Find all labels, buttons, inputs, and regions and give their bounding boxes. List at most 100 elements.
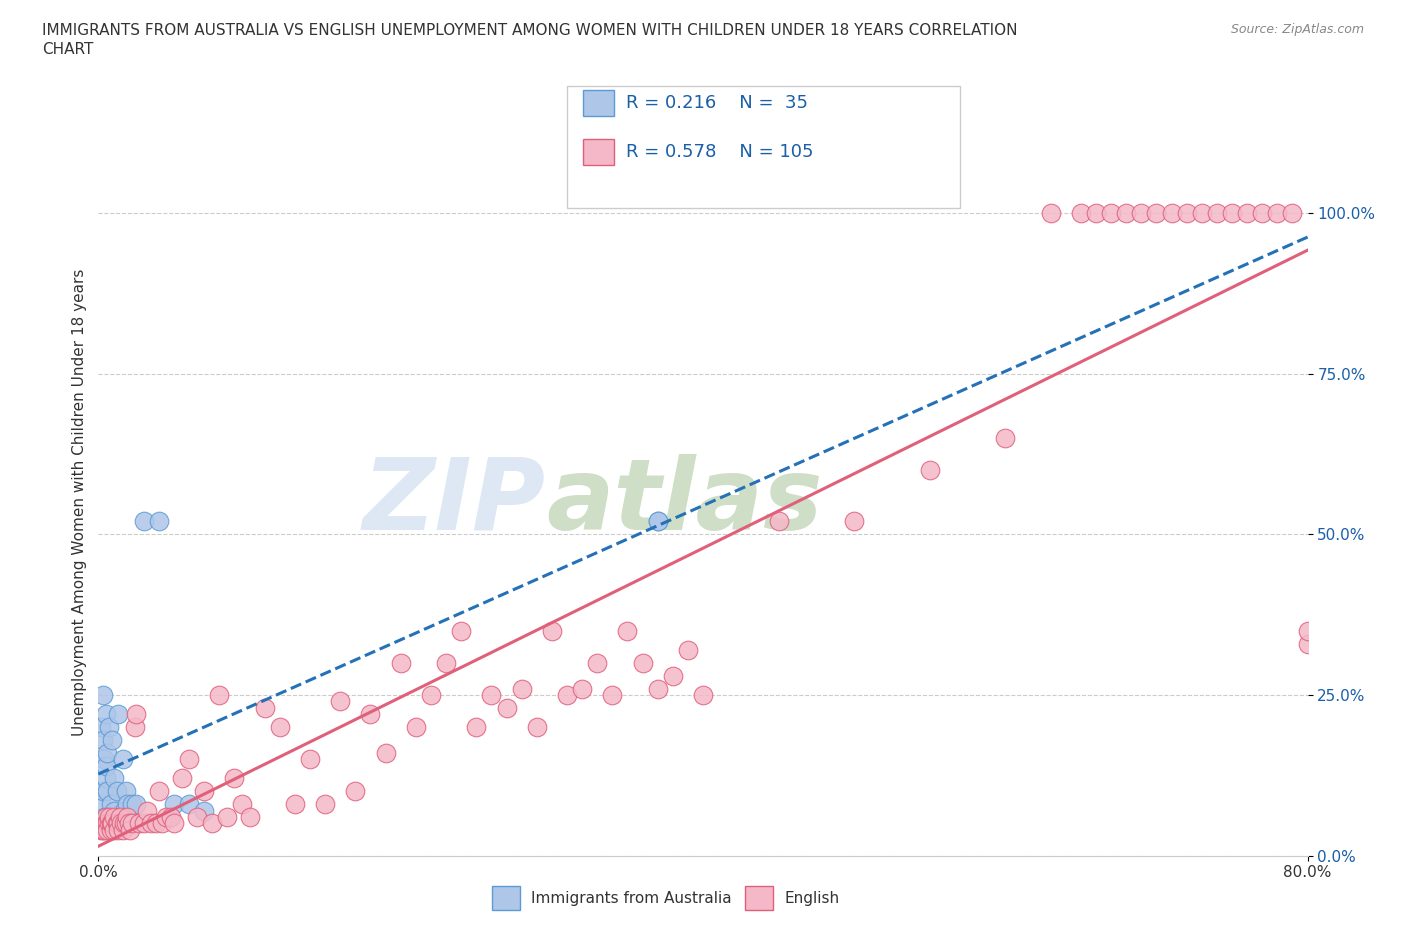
Point xyxy=(647,681,669,696)
Text: IMMIGRANTS FROM AUSTRALIA VS ENGLISH UNEMPLOYMENT AMONG WOMEN WITH CHILDREN UNDE: IMMIGRANTS FROM AUSTRALIA VS ENGLISH UNE… xyxy=(42,23,1018,38)
Point xyxy=(89,816,111,830)
Point xyxy=(145,816,167,830)
Point xyxy=(96,784,118,799)
Point xyxy=(108,810,131,825)
Point xyxy=(125,797,148,812)
Point xyxy=(1099,206,1122,220)
Point xyxy=(101,733,124,748)
Point xyxy=(510,681,533,696)
Point xyxy=(91,816,114,830)
Point xyxy=(160,810,183,825)
Point xyxy=(150,816,173,830)
Point xyxy=(844,514,866,529)
Point xyxy=(269,720,291,735)
Point xyxy=(93,810,115,825)
Point xyxy=(1191,206,1213,220)
Point xyxy=(540,623,562,638)
Point xyxy=(1236,206,1258,220)
Point xyxy=(94,810,117,825)
Point xyxy=(103,810,125,825)
Point xyxy=(94,707,117,722)
Point xyxy=(1130,206,1153,220)
Point xyxy=(96,816,118,830)
Point xyxy=(93,816,115,830)
Point xyxy=(208,687,231,702)
Point xyxy=(495,700,517,715)
Point xyxy=(91,822,114,837)
Point xyxy=(107,816,129,830)
Point xyxy=(434,656,457,671)
Point xyxy=(89,816,111,830)
Point xyxy=(103,804,125,818)
Point xyxy=(96,822,118,837)
Point xyxy=(121,816,143,830)
Point xyxy=(329,694,352,709)
Point xyxy=(98,816,121,830)
Y-axis label: Unemployment Among Women with Children Under 18 years: Unemployment Among Women with Children U… xyxy=(72,269,87,736)
Point xyxy=(1070,206,1092,220)
Point xyxy=(114,784,136,799)
Text: English: English xyxy=(785,891,839,906)
Text: R = 0.578    N = 105: R = 0.578 N = 105 xyxy=(626,142,813,161)
Point xyxy=(1160,206,1182,220)
Point xyxy=(121,797,143,812)
Point xyxy=(101,816,124,830)
Point xyxy=(1267,206,1289,220)
Point xyxy=(90,720,112,735)
Point xyxy=(239,810,262,825)
Point xyxy=(647,514,669,529)
Point xyxy=(170,771,193,786)
Point xyxy=(768,514,790,529)
Point xyxy=(1281,206,1303,220)
Point xyxy=(107,822,129,837)
Point xyxy=(135,804,157,818)
Point xyxy=(420,687,443,702)
Point xyxy=(1175,206,1198,220)
Point xyxy=(465,720,488,735)
Point xyxy=(193,804,215,818)
Text: CHART: CHART xyxy=(42,42,94,57)
Point xyxy=(481,687,503,702)
Point xyxy=(125,707,148,722)
Point xyxy=(586,656,609,671)
Point xyxy=(231,797,253,812)
Point xyxy=(1144,206,1167,220)
Point xyxy=(91,687,114,702)
Point xyxy=(224,771,246,786)
Point xyxy=(1296,623,1319,638)
Point xyxy=(450,623,472,638)
Point xyxy=(186,810,208,825)
Point xyxy=(692,687,714,702)
Point xyxy=(155,810,177,825)
Point xyxy=(98,810,121,825)
Point xyxy=(163,816,186,830)
Point xyxy=(115,797,138,812)
Point xyxy=(405,720,427,735)
Point xyxy=(360,707,382,722)
Point xyxy=(1085,206,1108,220)
Point xyxy=(374,745,396,760)
Point xyxy=(661,669,683,684)
Point xyxy=(676,643,699,658)
Point xyxy=(299,751,322,766)
Point xyxy=(90,816,112,830)
Point xyxy=(132,514,155,529)
Point xyxy=(100,822,122,837)
Point xyxy=(115,810,138,825)
Point xyxy=(111,822,134,837)
Point xyxy=(389,656,412,671)
Point xyxy=(631,656,654,671)
Point xyxy=(344,784,367,799)
Point xyxy=(253,700,276,715)
Text: ZIP: ZIP xyxy=(363,454,546,551)
Point xyxy=(94,771,117,786)
Point xyxy=(555,687,578,702)
Text: Source: ZipAtlas.com: Source: ZipAtlas.com xyxy=(1230,23,1364,36)
Point xyxy=(96,745,118,760)
Point xyxy=(91,784,114,799)
Text: Immigrants from Australia: Immigrants from Australia xyxy=(531,891,733,906)
Point xyxy=(994,431,1017,445)
Point xyxy=(132,816,155,830)
Point xyxy=(105,784,128,799)
Point xyxy=(103,771,125,786)
